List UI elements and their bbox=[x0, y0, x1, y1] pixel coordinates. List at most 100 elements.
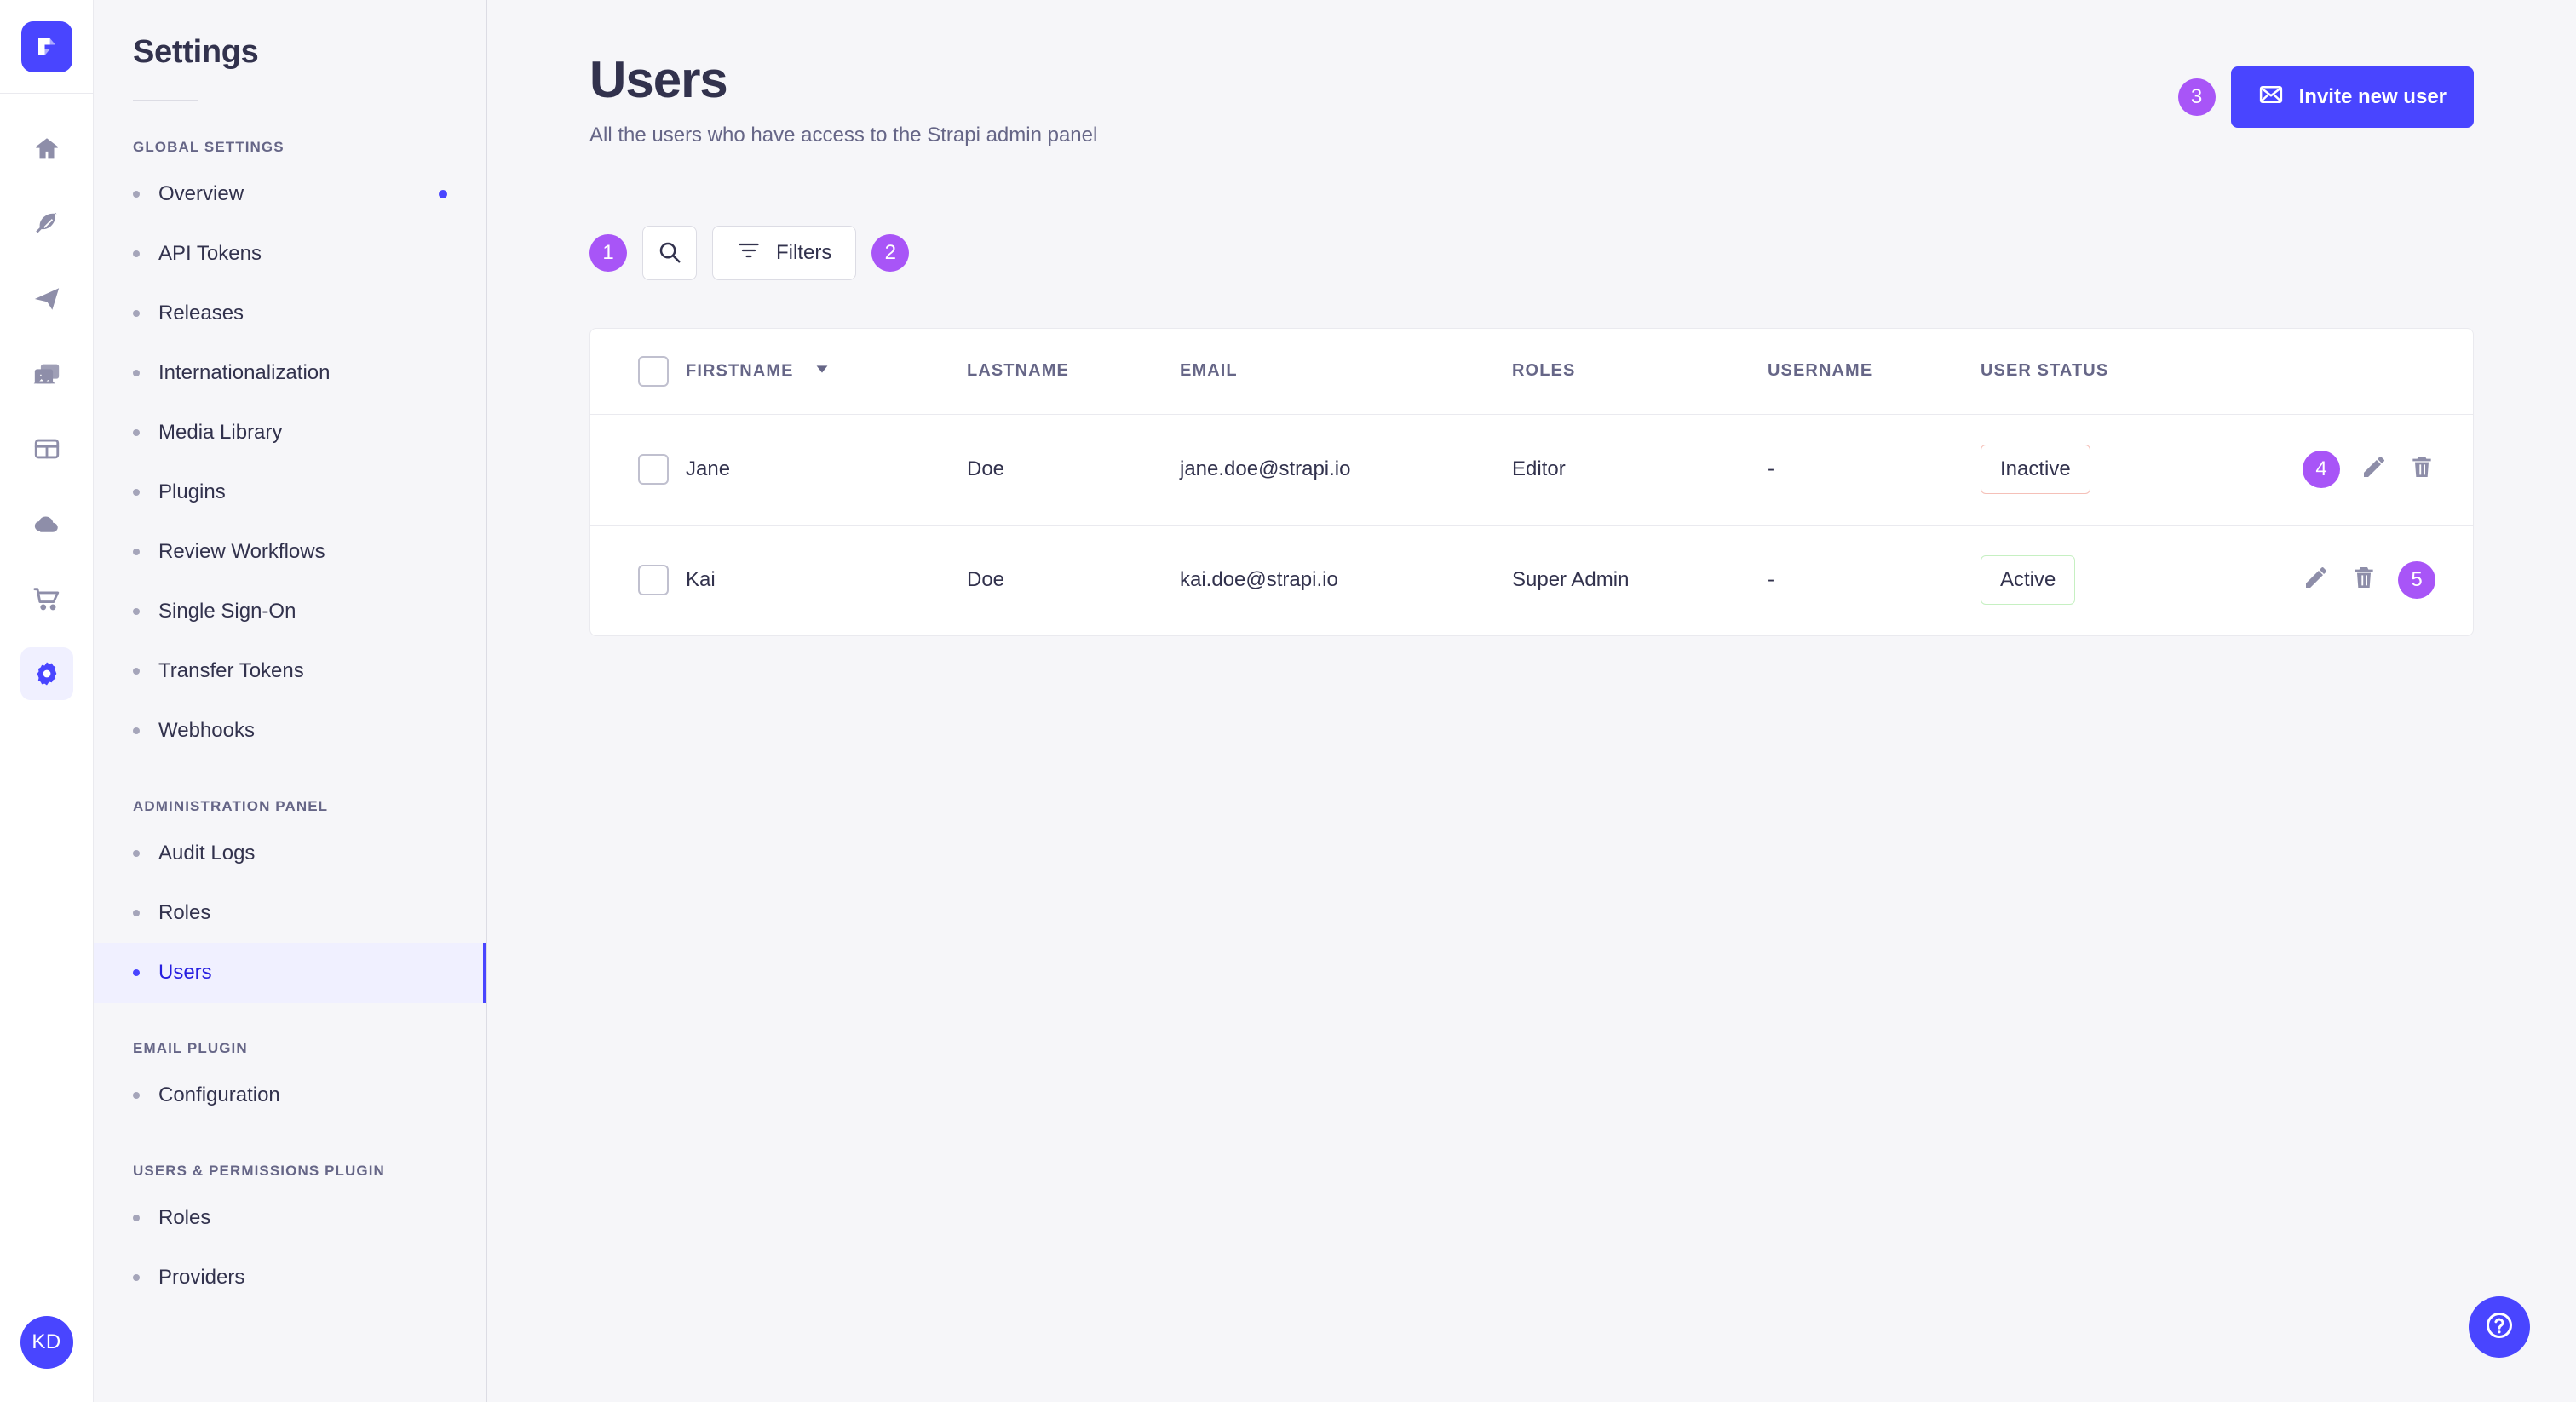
sidebar-item-label: Roles bbox=[158, 901, 211, 924]
cell-firstname: Kai bbox=[686, 568, 716, 592]
rail-item-content-type-builder[interactable] bbox=[20, 273, 73, 325]
images-icon bbox=[32, 359, 61, 388]
header-username[interactable]: USERNAME bbox=[1768, 329, 1981, 415]
sidebar-item-label: Overview bbox=[158, 182, 244, 205]
header-user-status[interactable]: USER STATUS bbox=[1981, 329, 2228, 415]
primary-icon-rail: KD bbox=[0, 0, 94, 1402]
sidebar-section-label: GLOBAL SETTINGS bbox=[133, 139, 285, 155]
sidebar-item-webhooks[interactable]: Webhooks bbox=[94, 701, 486, 761]
filter-icon bbox=[737, 238, 761, 268]
help-button[interactable] bbox=[2469, 1296, 2530, 1358]
gear-icon bbox=[32, 659, 61, 688]
sidebar-item-label: Single Sign-On bbox=[158, 600, 296, 623]
sidebar-item-users[interactable]: Users bbox=[94, 943, 486, 1003]
rail-item-media-library[interactable] bbox=[20, 348, 73, 400]
layout-icon bbox=[32, 434, 61, 463]
row-actions: 5 bbox=[2228, 561, 2435, 600]
header-firstname-label: FIRSTNAME bbox=[686, 361, 794, 381]
notification-dot-icon bbox=[439, 190, 447, 198]
sidebar-item-label: Releases bbox=[158, 302, 244, 325]
sidebar-item-label: Webhooks bbox=[158, 719, 255, 742]
cloud-icon bbox=[32, 509, 61, 538]
rail-item-settings[interactable] bbox=[20, 647, 73, 700]
users-table: FIRSTNAME LASTNAME EMAIL ROLES USERNAME … bbox=[590, 329, 2473, 635]
users-table-card: FIRSTNAME LASTNAME EMAIL ROLES USERNAME … bbox=[589, 328, 2474, 637]
sidebar-item-audit-logs[interactable]: Audit Logs bbox=[94, 824, 486, 883]
sort-desc-icon[interactable] bbox=[813, 359, 831, 383]
annotation-badge-2: 2 bbox=[871, 234, 910, 273]
sidebar-item-transfer-tokens[interactable]: Transfer Tokens bbox=[94, 641, 486, 701]
sidebar-item-roles[interactable]: Roles bbox=[94, 883, 486, 943]
page-title: Users bbox=[589, 51, 728, 108]
select-all-checkbox[interactable] bbox=[638, 355, 669, 387]
sidebar-item-releases[interactable]: Releases bbox=[94, 284, 486, 343]
sidebar-item-label: Audit Logs bbox=[158, 842, 256, 865]
sidebar-item-providers[interactable]: Providers bbox=[94, 1248, 486, 1307]
sidebar-item-overview[interactable]: Overview bbox=[94, 164, 486, 224]
sidebar-item-roles[interactable]: Roles bbox=[94, 1188, 486, 1248]
cell-username: - bbox=[1768, 414, 1981, 526]
header-email[interactable]: EMAIL bbox=[1180, 329, 1512, 415]
rail-item-content-manager[interactable] bbox=[20, 198, 73, 250]
search-button[interactable] bbox=[642, 226, 697, 281]
sidebar-item-label: Review Workflows bbox=[158, 540, 325, 563]
sidebar-item-label: Configuration bbox=[158, 1083, 280, 1106]
cell-roles: Super Admin bbox=[1512, 568, 1630, 592]
cell-row-actions: 5 bbox=[2228, 525, 2473, 635]
shopping-cart-icon bbox=[32, 584, 61, 613]
sidebar-item-review-workflows[interactable]: Review Workflows bbox=[94, 522, 486, 582]
bullet-icon bbox=[133, 910, 140, 916]
rail-item-cloud[interactable] bbox=[20, 497, 73, 550]
row-checkbox[interactable] bbox=[638, 454, 669, 486]
strapi-logo-icon[interactable] bbox=[20, 20, 72, 72]
sidebar-section-label: EMAIL PLUGIN bbox=[133, 1040, 248, 1056]
sidebar-item-configuration[interactable]: Configuration bbox=[94, 1066, 486, 1125]
bullet-icon bbox=[133, 429, 140, 436]
cell-username: - bbox=[1768, 568, 1774, 592]
bullet-icon bbox=[133, 549, 140, 555]
table-header-row: FIRSTNAME LASTNAME EMAIL ROLES USERNAME … bbox=[590, 329, 2473, 415]
sidebar-item-api-tokens[interactable]: API Tokens bbox=[94, 224, 486, 284]
header-firstname[interactable]: FIRSTNAME bbox=[686, 329, 967, 415]
invite-new-user-button[interactable]: Invite new user bbox=[2230, 66, 2474, 128]
page-subtitle: All the users who have access to the Str… bbox=[589, 124, 1098, 147]
bullet-icon bbox=[133, 191, 140, 198]
avatar[interactable]: KD bbox=[20, 1316, 73, 1369]
bullet-icon bbox=[133, 1215, 140, 1221]
table-row[interactable]: Jane Doe jane.doe@strapi.io Editor - Inactive… bbox=[590, 414, 2473, 526]
row-checkbox[interactable] bbox=[638, 565, 669, 596]
cell-email: jane.doe@strapi.io bbox=[1180, 414, 1512, 526]
sidebar-item-media-library[interactable]: Media Library bbox=[94, 403, 486, 463]
rail-item-marketplace[interactable] bbox=[20, 572, 73, 625]
sidebar-item-single-sign-on[interactable]: Single Sign-On bbox=[94, 582, 486, 641]
cell-user-status: Inactive bbox=[1981, 414, 2228, 526]
rail-item-home[interactable] bbox=[20, 123, 73, 175]
filters-button[interactable]: Filters bbox=[712, 226, 857, 281]
annotation-badge-5: 5 bbox=[2398, 561, 2435, 600]
status-badge: Active bbox=[1981, 555, 2076, 606]
feather-icon bbox=[32, 210, 61, 238]
bullet-icon bbox=[133, 250, 140, 257]
sidebar-nav: GLOBAL SETTINGS Overview API Tokens Release… bbox=[94, 139, 486, 1307]
header-roles[interactable]: ROLES bbox=[1512, 329, 1768, 415]
bullet-icon bbox=[133, 1274, 140, 1281]
header-lastname[interactable]: LASTNAME bbox=[967, 329, 1180, 415]
table-toolbar: 1 Filters 2 bbox=[589, 226, 2474, 281]
sidebar-item-internationalization[interactable]: Internationalization bbox=[94, 343, 486, 403]
pencil-icon bbox=[2303, 564, 2330, 597]
page-header-actions: 3 Invite new user bbox=[2177, 66, 2474, 128]
edit-row-button[interactable] bbox=[2303, 564, 2330, 597]
edit-row-button[interactable] bbox=[2360, 453, 2388, 486]
rail-item-layout[interactable] bbox=[20, 422, 73, 475]
sidebar-item-plugins[interactable]: Plugins bbox=[94, 463, 486, 522]
annotation-badge-3: 3 bbox=[2177, 78, 2216, 116]
question-circle-icon bbox=[2484, 1310, 2515, 1345]
delete-row-button[interactable] bbox=[2350, 564, 2378, 597]
cell-lastname: Doe bbox=[967, 414, 1180, 526]
bullet-icon bbox=[133, 370, 140, 376]
trash-icon bbox=[2350, 564, 2378, 597]
table-row[interactable]: Kai Doe kai.doe@strapi.io Super Admin - Activ… bbox=[590, 525, 2473, 635]
delete-row-button[interactable] bbox=[2408, 453, 2435, 486]
sidebar-item-label: Plugins bbox=[158, 480, 226, 503]
